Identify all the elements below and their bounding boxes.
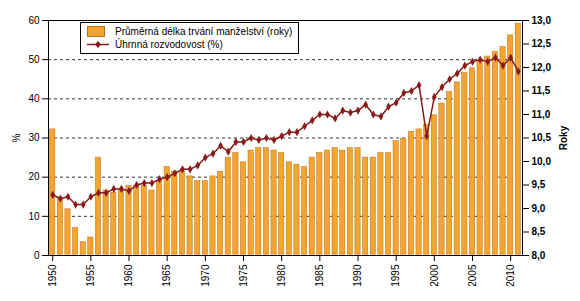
svg-text:1950: 1950: [47, 264, 58, 287]
svg-text:30: 30: [28, 132, 40, 143]
svg-text:50: 50: [28, 54, 40, 65]
svg-text:40: 40: [28, 93, 40, 104]
svg-text:1970: 1970: [200, 264, 211, 287]
svg-text:1975: 1975: [238, 264, 249, 287]
svg-text:Roky: Roky: [558, 125, 569, 150]
html-text:Průměrná délka trvání manželst: Průměrná délka trvání manželství (roky): [115, 26, 293, 37]
svg-text:0: 0: [34, 250, 40, 261]
svg-text:9,5: 9,5: [532, 179, 546, 190]
svg-text:60: 60: [28, 15, 40, 26]
svg-text:%: %: [11, 133, 22, 142]
svg-text:1980: 1980: [276, 264, 287, 287]
svg-text:8,5: 8,5: [532, 226, 546, 237]
svg-text:1995: 1995: [390, 264, 401, 287]
svg-text:11,0: 11,0: [532, 109, 551, 120]
svg-text:1965: 1965: [161, 264, 172, 287]
svg-text:1985: 1985: [314, 264, 325, 287]
svg-text:12,5: 12,5: [532, 38, 552, 49]
svg-text:10: 10: [28, 211, 40, 222]
svg-text:9,0: 9,0: [532, 203, 546, 214]
svg-text:1990: 1990: [352, 264, 363, 287]
html-text:Úhrnná rozvodovost (%): Úhrnná rozvodovost (%): [115, 39, 223, 50]
svg-text:13,0: 13,0: [532, 15, 552, 26]
svg-text:20: 20: [28, 171, 40, 182]
svg-text:2010: 2010: [505, 264, 516, 287]
svg-text:1960: 1960: [123, 264, 134, 287]
svg-text:10,0: 10,0: [532, 156, 552, 167]
svg-text:10,5: 10,5: [532, 132, 552, 143]
svg-text:8,0: 8,0: [532, 250, 546, 261]
svg-text:12,0: 12,0: [532, 62, 552, 73]
svg-text:2000: 2000: [429, 264, 440, 287]
svg-text:1955: 1955: [85, 264, 96, 287]
svg-text:2005: 2005: [467, 264, 478, 287]
svg-text:11,5: 11,5: [532, 85, 551, 96]
